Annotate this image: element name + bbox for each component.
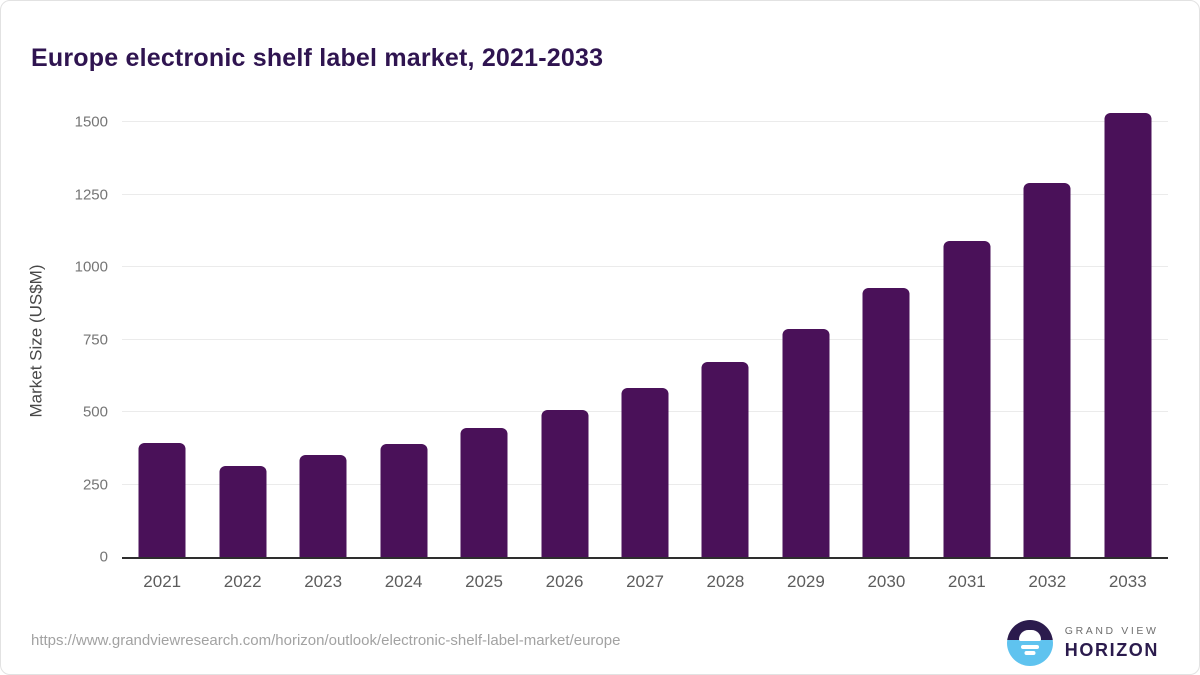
logo-sky-half — [1006, 620, 1053, 640]
x-axis-tick-label-2031: 2031 — [947, 572, 986, 591]
gridline-1500 — [122, 121, 1168, 122]
source-url: https://www.grandviewresearch.com/horizo… — [31, 632, 621, 649]
logo-brand-name: GRAND VIEW — [1064, 625, 1159, 637]
gridline-1000 — [122, 266, 1168, 268]
bar-2030 — [862, 287, 910, 557]
x-axis-tick-label-2033: 2033 — [1108, 572, 1147, 591]
bar-2026 — [541, 409, 589, 557]
bar-2033 — [1104, 113, 1152, 557]
y-axis-tick-label-250: 250 — [82, 476, 108, 494]
x-axis-tick-label-2027: 2027 — [626, 572, 664, 591]
logo-sun-shape — [1018, 630, 1041, 641]
y-axis-tick-label-750: 750 — [82, 331, 108, 348]
bar-2025 — [460, 427, 508, 557]
bar-2023 — [299, 454, 347, 557]
plot-area: 0 250 500 750 1000 1250 1500 2021 2022 2023 2024 20… — [75, 113, 1168, 591]
x-axis-tick-label-2025: 2025 — [465, 572, 503, 591]
bar-2022 — [219, 465, 267, 557]
gridline-1250 — [122, 193, 1168, 195]
x-axis-tick-label-2032: 2032 — [1028, 572, 1067, 591]
x-axis-tick-label-2029: 2029 — [787, 572, 825, 591]
x-axis-tick-label-2022: 2022 — [223, 572, 262, 591]
bar-2031 — [943, 241, 991, 557]
x-axis-tick-label-2023: 2023 — [304, 572, 343, 591]
x-axis-tick-label-2026: 2026 — [545, 572, 584, 591]
x-axis-tick-label-2028: 2028 — [706, 572, 745, 591]
bar-2032 — [1023, 182, 1071, 557]
y-axis-tick-label-1500: 1500 — [74, 113, 108, 131]
bar-2029 — [782, 329, 830, 557]
logo-wave-2 — [1024, 651, 1036, 655]
grand-view-horizon-logo: GRAND VIEW HORIZON — [1006, 620, 1159, 666]
x-axis-tick-label-2030: 2030 — [867, 572, 906, 591]
y-axis-tick-label-0: 0 — [99, 548, 108, 566]
x-axis-tick-label-2024: 2024 — [384, 572, 423, 591]
bar-2028 — [701, 362, 749, 557]
y-axis-title-wrap: Market Size (US$M) — [25, 122, 49, 559]
chart-title: Europe electronic shelf label market, 20… — [31, 43, 604, 72]
bar-2027 — [621, 388, 669, 557]
gridline-750 — [122, 338, 1168, 340]
horizon-sun-icon — [1006, 620, 1053, 666]
bar-2021 — [138, 443, 186, 557]
y-axis-tick-label-1000: 1000 — [74, 258, 108, 276]
bar-2024 — [380, 443, 428, 557]
x-axis-tick-label-2021: 2021 — [143, 572, 182, 591]
logo-wave-1 — [1020, 645, 1039, 649]
y-axis-title: Market Size (US$M) — [27, 263, 46, 418]
y-axis-tick-label-500: 500 — [82, 403, 108, 421]
logo-text: GRAND VIEW HORIZON — [1065, 625, 1159, 661]
y-axis-tick-label-1250: 1250 — [74, 186, 108, 203]
logo-product-name: HORIZON — [1064, 640, 1159, 660]
